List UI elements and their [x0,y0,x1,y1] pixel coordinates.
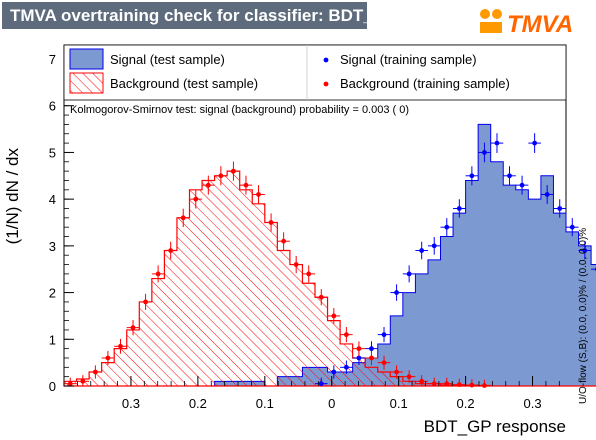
y-axis-label: (1/N) dN / dx [3,148,22,245]
background-training-point [168,248,174,253]
background-training-point [105,355,111,361]
background-training-point [469,382,475,388]
x-tick-label: 0.2 [457,396,475,411]
background-training-point [143,299,148,305]
signal-training-point [394,290,399,295]
background-training-point [343,332,349,338]
background-training-point [356,346,362,352]
signal-training-point [494,140,500,146]
background-training-point [381,360,387,366]
background-training-point [130,325,136,331]
signal-training-point [507,173,512,179]
background-training-point [394,369,399,375]
signal-training-point [582,248,588,253]
legend: Signal (test sample) Background (test sa… [63,44,567,101]
signal-training-point [557,206,563,211]
legend-frame [63,44,567,101]
y-tick-label: 6 [49,99,56,114]
background-training-point [293,262,299,267]
legend-signal-test-label: Signal (test sample) [110,52,225,67]
background-training-point [80,378,86,384]
y-tick-label: 0 [49,379,56,394]
background-training-point [256,192,261,197]
background-training-point [118,343,123,349]
y-tick-label: 5 [49,145,56,160]
y-tick-label: 3 [49,239,56,254]
y-tick-label: 2 [49,286,56,301]
background-training-point [218,173,224,179]
background-training-point [306,271,312,277]
signal-training-point [331,369,337,375]
signal-training-point [519,182,525,188]
signal-training-point [369,346,374,352]
legend-signal-train-marker [323,57,329,63]
plot-title: TMVA overtraining check for classifier: … [10,6,398,25]
signal-training-point [444,224,450,230]
background-training-point [193,196,199,202]
signal-training-point [343,364,349,370]
background-training-point [180,215,186,221]
background-training-point [456,382,462,387]
legend-background-test-swatch [69,72,104,94]
background-training-point [444,381,450,387]
background-training-point [231,168,236,174]
background-training-point [281,238,287,244]
background-training-point [92,369,98,375]
background-training-point [268,220,274,225]
signal-training-point [419,248,425,253]
background-training-point [431,381,437,387]
x-tick-label: 0.3 [122,396,140,411]
x-tick-label: 0.1 [256,396,274,411]
signal-training-points [315,133,596,387]
title-bar: TMVA overtraining check for classifier: … [2,2,397,29]
signal-training-point [431,243,437,249]
signal-training-point [406,271,412,277]
tmva-logo: TMVA [475,4,590,38]
y-tick-label: 7 [49,52,56,67]
legend-background-train-label: Background (training sample) [340,76,510,91]
signal-training-point [381,332,387,338]
signal-training-point [532,140,538,146]
x-tick-label: 0.3 [523,396,541,411]
background-training-points [64,161,491,388]
axes: 0 1 2 3 4 5 6 7 0.3 0.2 0.1 0 0.1 0.2 0.3 [49,52,560,411]
background-training-point [243,182,249,188]
overflow-info: U/O-flow (S,B): (0.0, 0.0)% / (0.0, 0.0)… [578,228,589,404]
background-training-point [369,355,374,361]
y-tick-label: 4 [49,192,56,207]
background-training-point [331,313,337,319]
y-tick-label: 1 [49,332,56,347]
signal-training-point [318,381,324,387]
legend-signal-test-swatch [69,48,104,70]
legend-signal-train-label: Signal (training sample) [340,52,477,67]
legend-background-train-marker [323,81,329,87]
ks-test-text: Kolmogorov-Smirnov test: signal (backgro… [70,104,409,116]
logo-text: TMVA [507,11,573,36]
legend-background-test-label: Background (test sample) [110,76,258,91]
x-tick-label: 0.2 [189,396,207,411]
signal-training-point [469,173,475,179]
x-tick-label: 0 [328,396,335,411]
background-training-point [155,271,161,277]
background-training-point [318,294,324,300]
signal-training-point [569,224,575,230]
signal-training-point [482,150,487,155]
background-training-point [419,378,425,384]
background-training-point [205,182,211,188]
x-tick-label: 0.1 [390,396,408,411]
x-axis-label: BDT_GP response [424,417,566,436]
background-training-point [406,374,412,380]
signal-training-point [456,206,462,211]
signal-training-point [356,355,362,361]
background-training-point [482,383,487,388]
background-training-point [67,381,73,387]
signal-training-point [544,192,550,197]
